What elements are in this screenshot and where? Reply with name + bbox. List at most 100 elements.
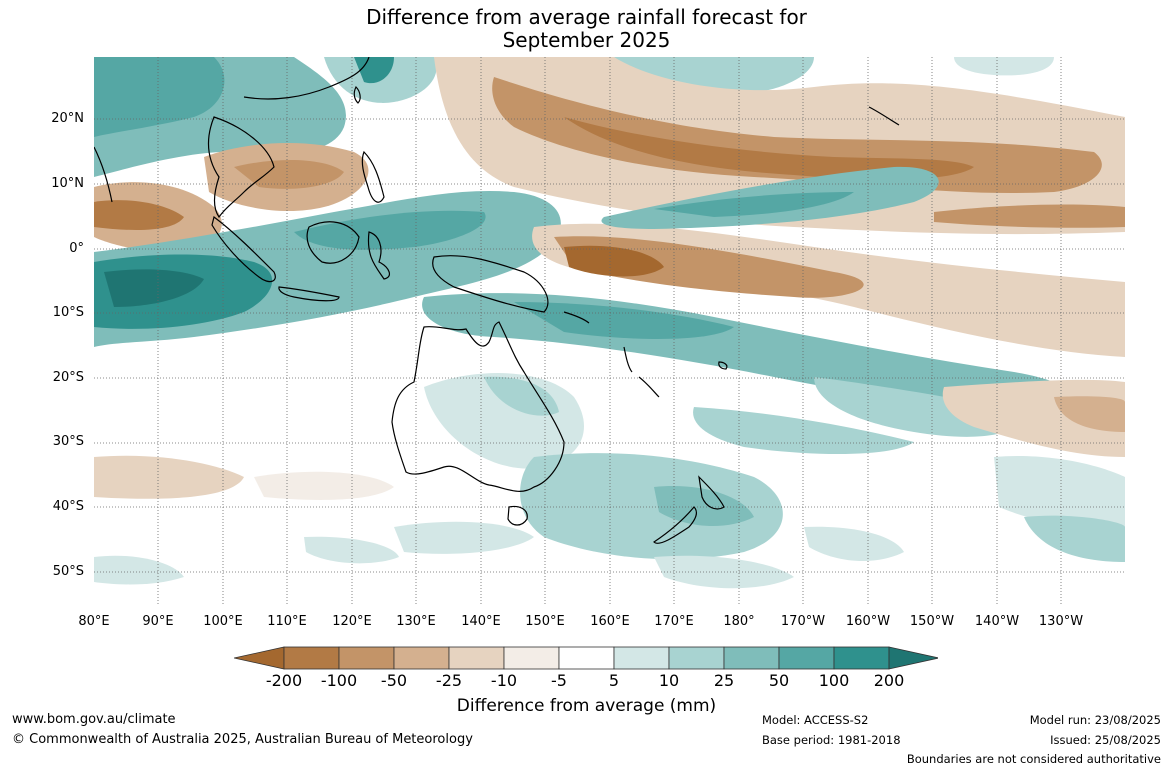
colorbar-label: 200 (873, 671, 905, 690)
anomaly-region (1024, 515, 1125, 562)
colorbar-cell (833, 646, 890, 670)
lon-label-100e: 100°E (203, 614, 243, 629)
colorbar-label: 50 (768, 671, 790, 690)
lon-label-150e: 150°E (525, 614, 565, 629)
colorbar-cell (283, 646, 340, 670)
colorbar-cell (613, 646, 670, 670)
rainfall-anomaly-map (94, 57, 1125, 604)
map-canvas (94, 57, 1125, 604)
colorbar-label: -5 (551, 671, 567, 690)
tasmania-coastline (507, 505, 528, 526)
anomaly-region (104, 269, 204, 307)
colorbar-label: -200 (265, 671, 303, 690)
lat-label-10s: 10°S (52, 305, 84, 320)
colorbar-title: Difference from average (mm) (456, 696, 717, 716)
colorbar-label: -100 (320, 671, 358, 690)
lat-label-40s: 40°S (52, 499, 84, 514)
hawaii-coastline (868, 106, 900, 126)
lon-label-80e: 80°E (78, 614, 110, 629)
new-guinea-coastline (432, 255, 549, 313)
anomaly-region (94, 555, 184, 585)
colorbar-label: 100 (818, 671, 850, 690)
india-coastline (94, 146, 113, 203)
lon-label-110e: 110°E (267, 614, 307, 629)
anomaly-region (94, 57, 225, 137)
anomaly-region (484, 376, 559, 416)
anomaly-region (304, 536, 399, 564)
lon-label-140e: 140°E (461, 614, 501, 629)
new-zealand-coastline (653, 475, 725, 544)
lat-label-20s: 20°S (52, 370, 84, 385)
anomaly-region (520, 453, 783, 560)
anomaly-region (514, 302, 734, 339)
colorbar-extend-low (234, 646, 285, 670)
colorbar-cell (723, 646, 780, 670)
anomaly-region (564, 117, 974, 180)
lon-label-130e: 130°E (396, 614, 436, 629)
colorbar-label: 10 (658, 671, 680, 690)
anomaly-region (394, 521, 534, 554)
coastlines (94, 57, 900, 544)
vanuatu-coastline (623, 346, 633, 373)
website-text: www.bom.gov.au/climate (12, 712, 176, 727)
philippines-coastline (361, 150, 385, 203)
model-run-text: Model run: 23/08/2025 (1029, 713, 1161, 727)
model-text: Model: ACCESS-S2 (762, 713, 869, 727)
borneo-coastline (306, 221, 360, 264)
colorbar (234, 646, 938, 670)
anomaly-region (654, 192, 854, 217)
colorbar-cell (393, 646, 450, 670)
australia-coastline (391, 321, 565, 492)
issued-text: Issued: 25/08/2025 (1050, 733, 1161, 747)
lon-label-130w: 130°W (1038, 614, 1084, 629)
anomaly-region (94, 200, 184, 230)
colorbar-cell (668, 646, 725, 670)
taiwan-coastline (353, 85, 361, 104)
lon-label-170e: 170°E (654, 614, 694, 629)
anomaly-region (234, 160, 344, 189)
lon-label-180: 180° (723, 614, 755, 629)
new-caledonia-coastline (638, 376, 660, 398)
lat-label-20n: 20°N (51, 111, 84, 126)
boundaries-disclaimer: Boundaries are not considered authoritat… (906, 752, 1161, 766)
colorbar-cell (778, 646, 835, 670)
lon-label-120e: 120°E (332, 614, 372, 629)
lon-label-160w: 160°W (845, 614, 891, 629)
colorbar-extend-high (888, 646, 938, 670)
anomaly-region (354, 57, 394, 84)
lon-label-170w: 170°W (780, 614, 826, 629)
colorbar-cell (503, 646, 560, 670)
colorbar-label: -10 (490, 671, 518, 690)
solomons-coastline (563, 311, 590, 324)
lon-label-140w: 140°W (974, 614, 1020, 629)
anomaly-region (254, 471, 394, 500)
lat-label-50s: 50°S (52, 564, 84, 579)
china-coastline (243, 57, 370, 100)
java-coastline (278, 286, 340, 302)
colorbar-label: -25 (435, 671, 463, 690)
anomaly-region (994, 456, 1125, 529)
indochina-coastline (208, 116, 275, 219)
anomaly-region (654, 486, 754, 527)
anomaly-region (564, 245, 664, 277)
lat-label-30s: 30°S (52, 434, 84, 449)
anomaly-region (294, 210, 486, 250)
sumatra-coastline (211, 215, 276, 283)
anomaly-region (1054, 396, 1125, 432)
anomaly-region (934, 204, 1125, 228)
colorbar-label: 5 (608, 671, 620, 690)
copyright-text: © Commonwealth of Australia 2025, Austra… (12, 732, 473, 747)
colorbar-cell (338, 646, 395, 670)
graticule (94, 57, 1125, 604)
sulawesi-coastline (367, 231, 391, 280)
lon-label-90e: 90°E (142, 614, 174, 629)
anomaly-region (804, 526, 904, 562)
lat-label-10n: 10°N (51, 176, 84, 191)
colorbar-cell (448, 646, 505, 670)
anomaly-region (954, 57, 1054, 76)
colorbar-cell (558, 646, 615, 670)
anomaly-region (94, 455, 244, 499)
colorbar-label: 25 (713, 671, 735, 690)
colorbar-label: -50 (380, 671, 408, 690)
lon-label-160e: 160°E (590, 614, 630, 629)
